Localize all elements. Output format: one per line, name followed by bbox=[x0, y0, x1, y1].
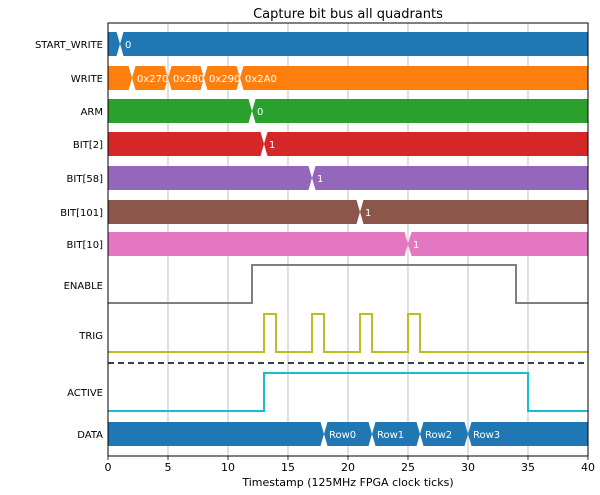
active-waveform bbox=[108, 372, 588, 412]
data-value-2: Row1 bbox=[377, 430, 404, 441]
bus-arm: ARM 0 bbox=[81, 99, 588, 123]
signal-rows: START_WRITE 0 WRITE 0x270 0x280 0x290 0x2A0 ARM… bbox=[35, 32, 588, 446]
bit-10-segment-1 bbox=[408, 232, 588, 256]
write-segment-2 bbox=[168, 66, 204, 90]
arm-value-1: 0 bbox=[257, 107, 263, 118]
bit-58-segment-0 bbox=[108, 166, 312, 190]
row-label-bit-10: BIT[10] bbox=[67, 240, 104, 251]
bit-active: ACTIVE bbox=[67, 372, 588, 412]
bus-start-write: START_WRITE 0 bbox=[35, 32, 588, 56]
trig-waveform bbox=[108, 313, 588, 353]
bit-enable: ENABLE bbox=[64, 264, 588, 304]
write-value-1: 0x270 bbox=[137, 74, 168, 85]
x-axis-label: Timestamp (125MHz FPGA clock ticks) bbox=[241, 476, 453, 489]
row-label-bit-101: BIT[101] bbox=[60, 208, 103, 219]
write-value-2: 0x280 bbox=[173, 74, 204, 85]
row-label-start-write: START_WRITE bbox=[35, 40, 103, 51]
data-segment-4 bbox=[468, 422, 588, 446]
bit-10-value-1: 1 bbox=[413, 240, 419, 251]
x-tick-label-5: 5 bbox=[165, 461, 172, 474]
bus-bit-2: BIT[2] 1 bbox=[73, 132, 588, 156]
bit-101-segment-1 bbox=[360, 200, 588, 224]
bus-write: WRITE 0x270 0x280 0x290 0x2A0 bbox=[71, 66, 588, 90]
x-tick-label-30: 30 bbox=[461, 461, 475, 474]
bit-2-segment-0 bbox=[108, 132, 264, 156]
row-label-write: WRITE bbox=[71, 74, 103, 85]
start-write-segment-1 bbox=[120, 32, 588, 56]
x-tick-label-10: 10 bbox=[221, 461, 235, 474]
bit-58-segment-1 bbox=[312, 166, 588, 190]
x-tick-label-20: 20 bbox=[341, 461, 355, 474]
write-segment-4 bbox=[240, 66, 588, 90]
bit-10-segment-0 bbox=[108, 232, 408, 256]
bus-data: DATA Row0 Row1 Row2 Row3 bbox=[77, 422, 588, 446]
bit-2-segment-1 bbox=[264, 132, 588, 156]
x-tick-label-15: 15 bbox=[281, 461, 295, 474]
x-axis: 0 5 10 15 20 25 30 35 40 bbox=[105, 456, 595, 474]
bit-trig: TRIG bbox=[78, 313, 588, 353]
data-segment-2 bbox=[372, 422, 420, 446]
bit-101-segment-0 bbox=[108, 200, 360, 224]
write-segment-3 bbox=[204, 66, 240, 90]
data-value-3: Row2 bbox=[425, 430, 452, 441]
write-segment-0 bbox=[108, 66, 132, 90]
x-tick-label-35: 35 bbox=[521, 461, 535, 474]
chart-title: Capture bit bus all quadrants bbox=[253, 7, 443, 22]
write-value-4: 0x2A0 bbox=[245, 74, 277, 85]
bus-bit-10: BIT[10] 1 bbox=[67, 232, 588, 256]
row-label-bit-58: BIT[58] bbox=[67, 174, 104, 185]
start-write-value-1: 0 bbox=[125, 40, 131, 51]
row-label-enable: ENABLE bbox=[64, 281, 103, 292]
x-tick-label-0: 0 bbox=[105, 461, 112, 474]
write-value-3: 0x290 bbox=[209, 74, 240, 85]
x-tick-label-40: 40 bbox=[581, 461, 595, 474]
data-value-4: Row3 bbox=[473, 430, 500, 441]
row-label-bit-2: BIT[2] bbox=[73, 140, 103, 151]
arm-segment-1 bbox=[252, 99, 588, 123]
bit-101-value-1: 1 bbox=[365, 208, 371, 219]
start-write-segment-0 bbox=[108, 32, 120, 56]
bus-bit-58: BIT[58] 1 bbox=[67, 166, 588, 190]
write-segment-1 bbox=[132, 66, 168, 90]
data-segment-0 bbox=[108, 422, 324, 446]
row-label-data: DATA bbox=[77, 430, 103, 441]
row-label-active: ACTIVE bbox=[67, 388, 103, 399]
enable-waveform bbox=[108, 264, 588, 304]
bit-2-value-1: 1 bbox=[269, 140, 275, 151]
data-segment-1 bbox=[324, 422, 372, 446]
x-tick-label-25: 25 bbox=[401, 461, 415, 474]
row-label-arm: ARM bbox=[81, 107, 103, 118]
bit-58-value-1: 1 bbox=[317, 174, 323, 185]
arm-segment-0 bbox=[108, 99, 252, 123]
data-value-1: Row0 bbox=[329, 430, 356, 441]
data-segment-3 bbox=[420, 422, 468, 446]
row-label-trig: TRIG bbox=[78, 331, 103, 342]
bus-bit-101: BIT[101] 1 bbox=[60, 200, 588, 224]
